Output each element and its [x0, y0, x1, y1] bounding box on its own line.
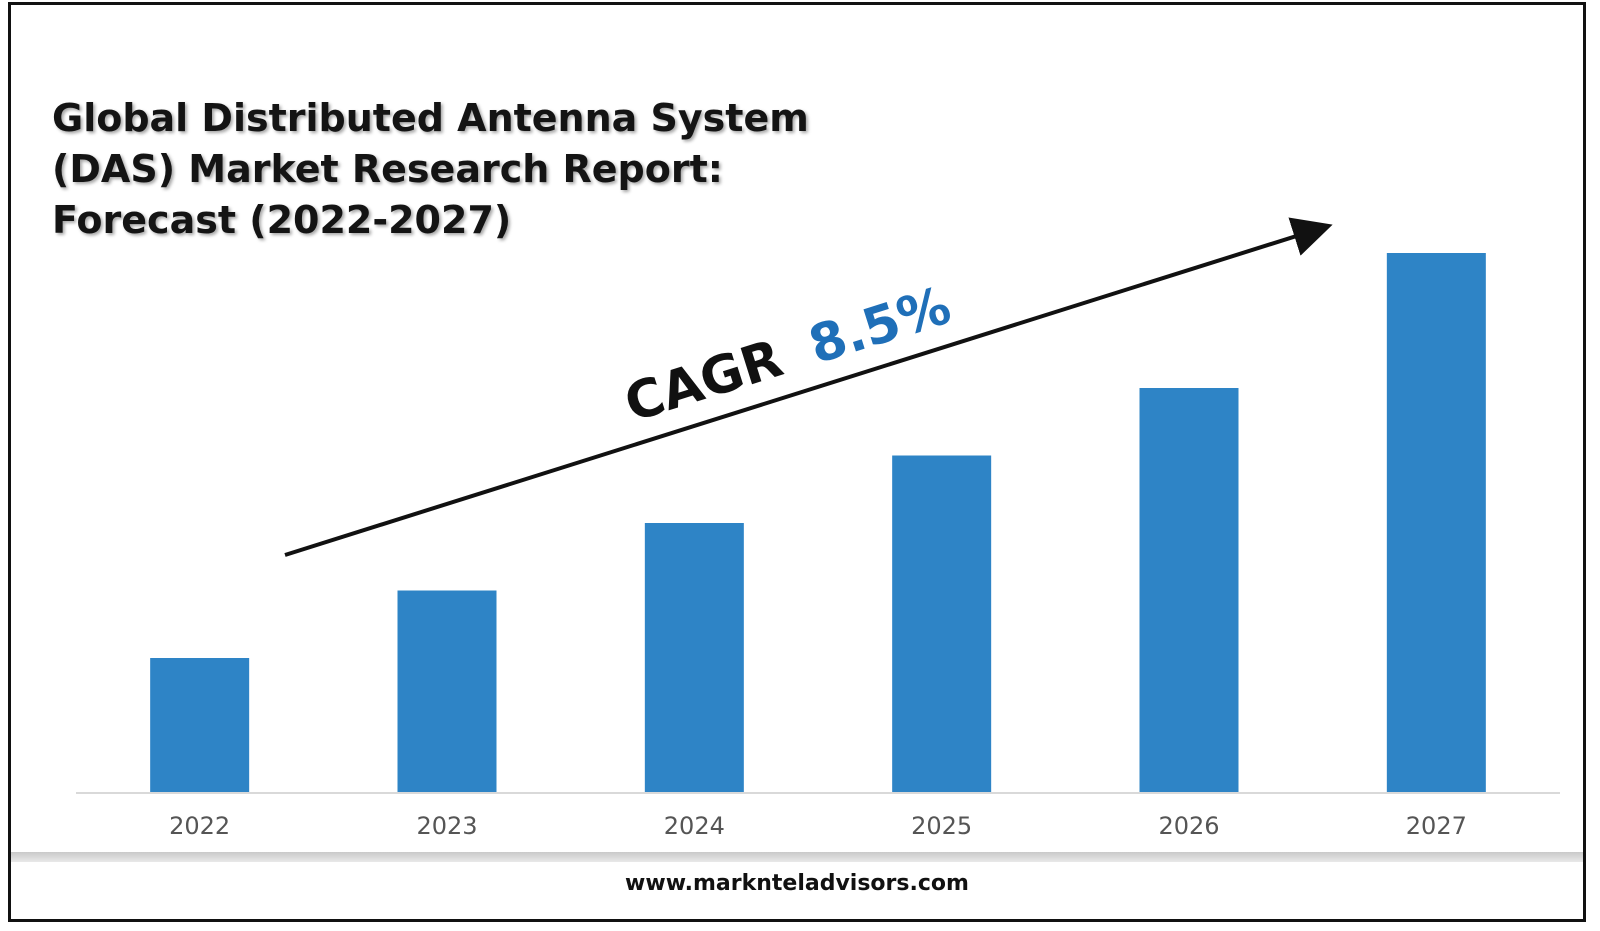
trend-arrow	[284, 217, 1333, 557]
cagr-value: 8.5%	[802, 276, 958, 377]
chart-title: Global Distributed Antenna System (DAS) …	[52, 93, 812, 246]
cagr-annotation: CAGR 8.5%	[618, 276, 958, 435]
bar-2026	[1139, 388, 1239, 793]
x-tick-labels: 2022 2023 2024 2025 2026 2027	[169, 812, 1467, 840]
x-tick-label-2024: 2024	[664, 812, 725, 840]
bar-2025	[892, 455, 992, 793]
title-line-3: Forecast (2022-2027)	[52, 198, 512, 242]
x-tick-label-2023: 2023	[416, 812, 477, 840]
x-tick-label-2022: 2022	[169, 812, 230, 840]
bar-2023	[397, 590, 497, 793]
title-line-1: Global Distributed Antenna System	[52, 96, 809, 140]
bars-group	[150, 253, 1486, 793]
bar-2027	[1386, 253, 1486, 793]
title-line-2: (DAS) Market Research Report:	[52, 147, 723, 191]
footer-band	[11, 852, 1583, 862]
cagr-label: CAGR	[618, 329, 790, 435]
chart-frame: www.marknteladvisors.com	[8, 2, 1586, 922]
bar-2022	[150, 658, 250, 793]
footer-url[interactable]: www.marknteladvisors.com	[625, 871, 969, 896]
bar-2024	[644, 523, 744, 793]
x-tick-label-2026: 2026	[1158, 812, 1219, 840]
x-tick-label-2027: 2027	[1406, 812, 1467, 840]
x-tick-label-2025: 2025	[911, 812, 972, 840]
